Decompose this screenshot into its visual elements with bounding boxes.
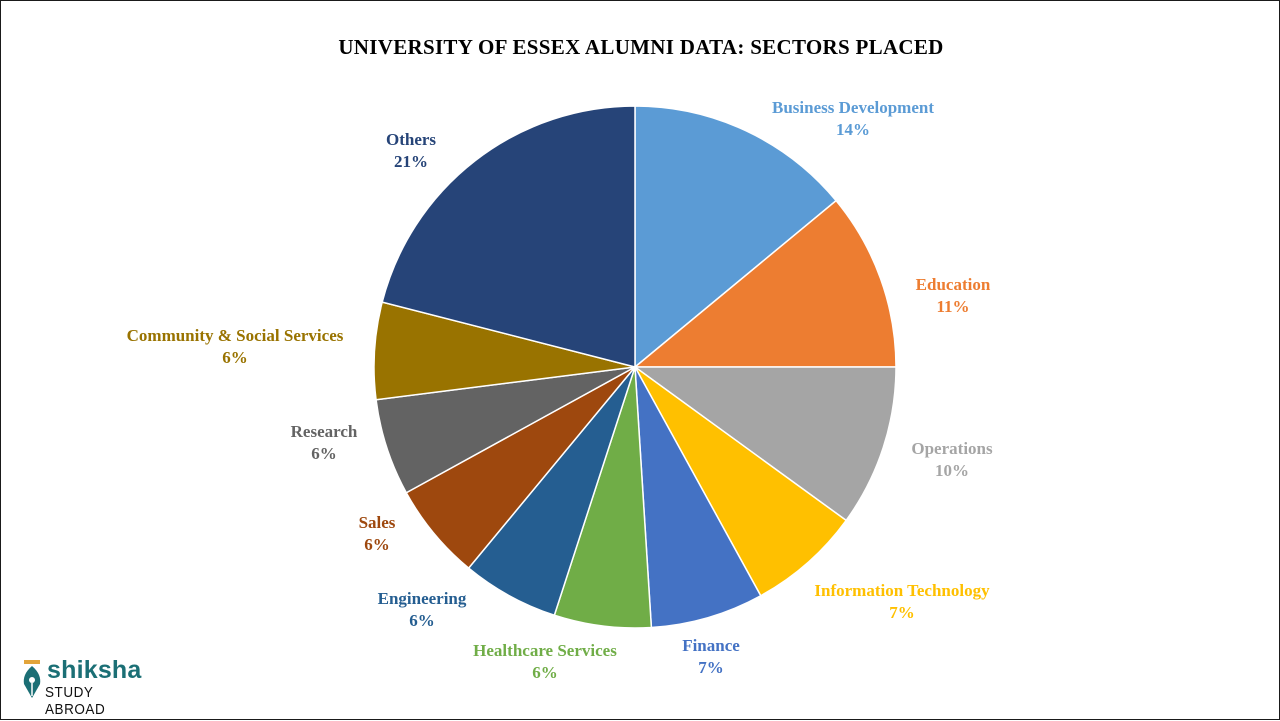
- logo-brand: shiksha: [47, 656, 142, 684]
- slice-label-value: 7%: [698, 658, 724, 677]
- pie-slice-education: [632, 199, 897, 368]
- slice-label-name: Finance: [682, 636, 740, 655]
- slice-label-education: Education 11%: [916, 274, 991, 318]
- slice-label-research: Research 6%: [291, 421, 358, 465]
- pie-slice-others: [381, 105, 636, 368]
- shiksha-logo: shiksha STUDY ABROAD: [21, 656, 161, 718]
- pen-nib-icon: [23, 660, 41, 698]
- slice-label-engineering: Engineering 6%: [378, 588, 467, 632]
- slice-label-value: 14%: [835, 120, 870, 139]
- slice-label-value: 6%: [311, 444, 337, 463]
- slice-label-value: 21%: [393, 152, 428, 171]
- chart-title: UNIVERSITY OF ESSEX ALUMNI DATA: SECTORS…: [338, 35, 944, 59]
- pie-slice-business-development: [634, 105, 838, 369]
- slice-label-name: Community & Social Services: [126, 326, 344, 345]
- slice-label-name: Education: [915, 275, 991, 294]
- slice-label-information-technology: Information Technology 7%: [814, 580, 989, 624]
- slice-label-community-social-services: Community & Social Services 6%: [127, 325, 344, 369]
- slice-label-value: 6%: [222, 348, 248, 367]
- slice-label-name: Operations: [911, 439, 993, 458]
- slice-label-value: 6%: [364, 535, 390, 554]
- slice-label-name: Information Technology: [814, 581, 990, 600]
- slice-label-value: 6%: [532, 663, 558, 682]
- slice-label-sales: Sales 6%: [359, 512, 396, 556]
- pie-slice-finance: [634, 366, 762, 629]
- slice-label-others: Others 21%: [386, 129, 436, 173]
- slice-label-name: Business Development: [772, 98, 934, 117]
- slice-label-name: Others: [385, 130, 437, 149]
- logo-tagline: STUDY ABROAD: [45, 684, 106, 718]
- slice-label-name: Engineering: [377, 589, 467, 608]
- slice-label-value: 11%: [936, 297, 970, 316]
- slice-label-operations: Operations 10%: [911, 438, 992, 482]
- slice-label-finance: Finance 7%: [682, 635, 740, 679]
- slice-label-healthcare-services: Healthcare Services 6%: [473, 640, 617, 684]
- slice-label-name: Sales: [358, 513, 396, 532]
- slice-label-value: 10%: [934, 461, 969, 480]
- slice-label-name: Research: [290, 422, 358, 441]
- pie-slice-operations: [632, 366, 897, 522]
- slice-label-value: 6%: [409, 611, 435, 630]
- slice-label-name: Healthcare Services: [473, 641, 617, 660]
- slice-label-value: 7%: [889, 603, 915, 622]
- pie-slice-information-technology: [634, 366, 848, 597]
- slice-label-business-development: Business Development 14%: [772, 97, 934, 141]
